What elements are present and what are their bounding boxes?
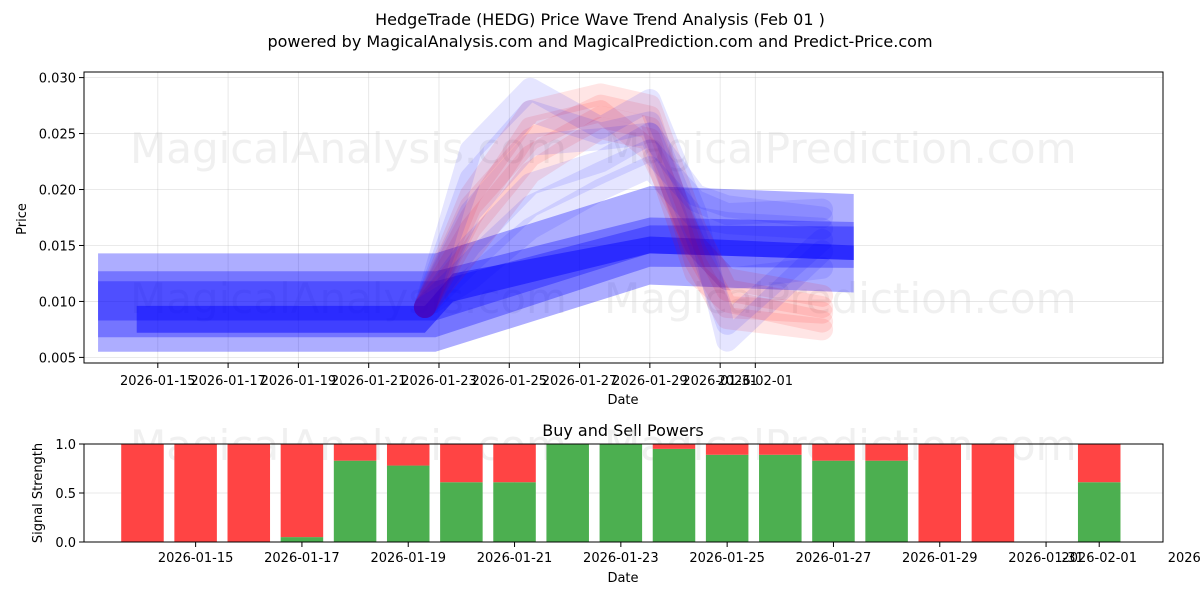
y-tick-label: 0.0 xyxy=(55,536,76,551)
x-tick-label: 2026-01-31 xyxy=(1008,551,1084,566)
signal-x-ticks: 2026-01-15 2026-01-17 2026-01-19 2026-01-21… xyxy=(158,542,1200,566)
x-tick-label: 2026-01-15 xyxy=(120,374,196,389)
blue-band-core xyxy=(98,225,854,321)
price-x-axis-label: Date xyxy=(607,393,638,408)
sell-bar xyxy=(174,444,217,542)
sell-bar xyxy=(121,444,164,542)
chart-title: HedgeTrade (HEDG) Price Wave Trend Analy… xyxy=(375,10,825,29)
buy-bar xyxy=(1077,482,1121,542)
x-tick-label: 2026-01-23 xyxy=(401,374,477,389)
buy-bar xyxy=(546,444,589,542)
red-wave-line xyxy=(413,105,834,324)
price-bands xyxy=(98,186,854,352)
x-tick-label: 2026-01-29 xyxy=(612,374,688,389)
x-tick-label: 2026-01-21 xyxy=(331,374,407,389)
sell-bar xyxy=(333,444,377,461)
price-watermarks: MagicalAnalysis.com MagicalPrediction.co… xyxy=(130,124,1077,323)
sell-bar xyxy=(652,444,696,449)
sell-bar xyxy=(971,444,1015,542)
x-tick-label: 2026-01-31 xyxy=(682,374,758,389)
blue-wave-line xyxy=(413,156,834,319)
sell-bar xyxy=(759,444,802,455)
sell-bar xyxy=(918,444,962,542)
sell-bar xyxy=(705,444,749,455)
blue-wave-line xyxy=(413,100,834,335)
price-y-axis-label: Price xyxy=(15,203,30,235)
chart-subtitle: powered by MagicalAnalysis.com and Magic… xyxy=(267,32,932,51)
x-tick-label: 2026-01-27 xyxy=(542,374,618,389)
y-tick-label: 0.005 xyxy=(39,351,76,366)
sell-bar xyxy=(1077,444,1121,483)
blue-band-wide xyxy=(98,186,854,352)
signal-bars xyxy=(121,444,1121,542)
y-tick-label: 1.0 xyxy=(55,438,76,453)
sell-bar xyxy=(227,444,271,542)
red-wave-line xyxy=(413,116,834,333)
buy-bar xyxy=(386,465,430,542)
buy-sell-chart: Buy and Sell Powers MagicalAnalysis.com … xyxy=(31,421,1200,586)
x-tick-label: 2026-02-03 xyxy=(1168,551,1200,566)
x-tick-label: 2026-02-01 xyxy=(718,374,794,389)
sell-bar xyxy=(386,444,430,466)
x-tick-label: 2026-01-23 xyxy=(583,551,659,566)
buy-bar xyxy=(333,460,377,542)
buy-bar xyxy=(493,482,536,542)
buy-bar xyxy=(652,448,696,542)
watermark-text: MagicalAnalysis.com xyxy=(130,124,567,173)
blue-wave-line xyxy=(413,77,834,352)
x-tick-label: 2026-01-25 xyxy=(689,551,765,566)
price-x-ticks: 2026-01-152026-01-172026-01-192026-01-21… xyxy=(120,363,793,389)
watermark-text: MagicalAnalysis.com xyxy=(130,274,567,323)
sell-bar xyxy=(493,444,536,483)
sell-bar xyxy=(440,444,483,483)
buy-bar xyxy=(440,482,483,542)
price-wave-chart: MagicalAnalysis.com MagicalPrediction.co… xyxy=(15,71,1164,408)
red-wave-line xyxy=(413,100,834,319)
x-tick-label: 2026-01-19 xyxy=(370,551,446,566)
price-grid xyxy=(84,72,1163,363)
x-tick-label: 2026-01-21 xyxy=(477,551,553,566)
y-tick-label: 0.5 xyxy=(55,487,76,502)
x-tick-label: 2026-01-25 xyxy=(471,374,547,389)
x-tick-label: 2026-01-27 xyxy=(796,551,872,566)
signal-y-axis-label: Signal Strength xyxy=(31,443,46,543)
blue-band-mid xyxy=(98,217,854,338)
buy-bar xyxy=(812,460,855,542)
red-wave-line xyxy=(413,83,834,319)
buy-bar xyxy=(705,454,749,542)
price-plot-frame xyxy=(83,71,1164,364)
buy-bar xyxy=(865,460,908,542)
buy-bar xyxy=(599,444,643,542)
y-tick-label: 0.025 xyxy=(39,128,76,143)
blue-wave-line xyxy=(413,122,834,319)
watermark-text: MagicalPrediction.com xyxy=(604,274,1077,323)
sell-bar xyxy=(865,444,908,461)
y-tick-label: 0.030 xyxy=(39,72,76,87)
y-tick-label: 0.015 xyxy=(39,239,76,254)
blue-band-base xyxy=(136,236,854,333)
blue-wave-line xyxy=(413,139,834,319)
watermark-text: MagicalPrediction.com xyxy=(604,124,1077,173)
red-wave-line xyxy=(413,94,834,341)
buy-sell-title: Buy and Sell Powers xyxy=(542,421,704,440)
x-tick-label: 2026-01-17 xyxy=(264,551,340,566)
price-waves xyxy=(413,77,834,352)
signal-x-axis-label: Date xyxy=(607,571,638,586)
y-tick-label: 0.020 xyxy=(39,184,76,199)
sell-bar xyxy=(812,444,855,461)
buy-bar xyxy=(759,454,802,542)
x-tick-label: 2026-01-19 xyxy=(261,374,337,389)
sell-bar xyxy=(280,444,324,538)
x-tick-label: 2026-01-15 xyxy=(158,551,234,566)
price-y-ticks: 0.005 0.010 0.015 0.020 0.025 0.030 xyxy=(39,72,84,366)
blue-wave-line xyxy=(413,122,834,319)
x-tick-label: 2026-02-01 xyxy=(1061,551,1137,566)
y-tick-label: 0.010 xyxy=(39,295,76,310)
buy-bar xyxy=(280,537,324,542)
signal-y-ticks: 0.0 0.5 1.0 xyxy=(55,438,84,551)
x-tick-label: 2026-01-17 xyxy=(190,374,266,389)
x-tick-label: 2026-01-29 xyxy=(902,551,978,566)
